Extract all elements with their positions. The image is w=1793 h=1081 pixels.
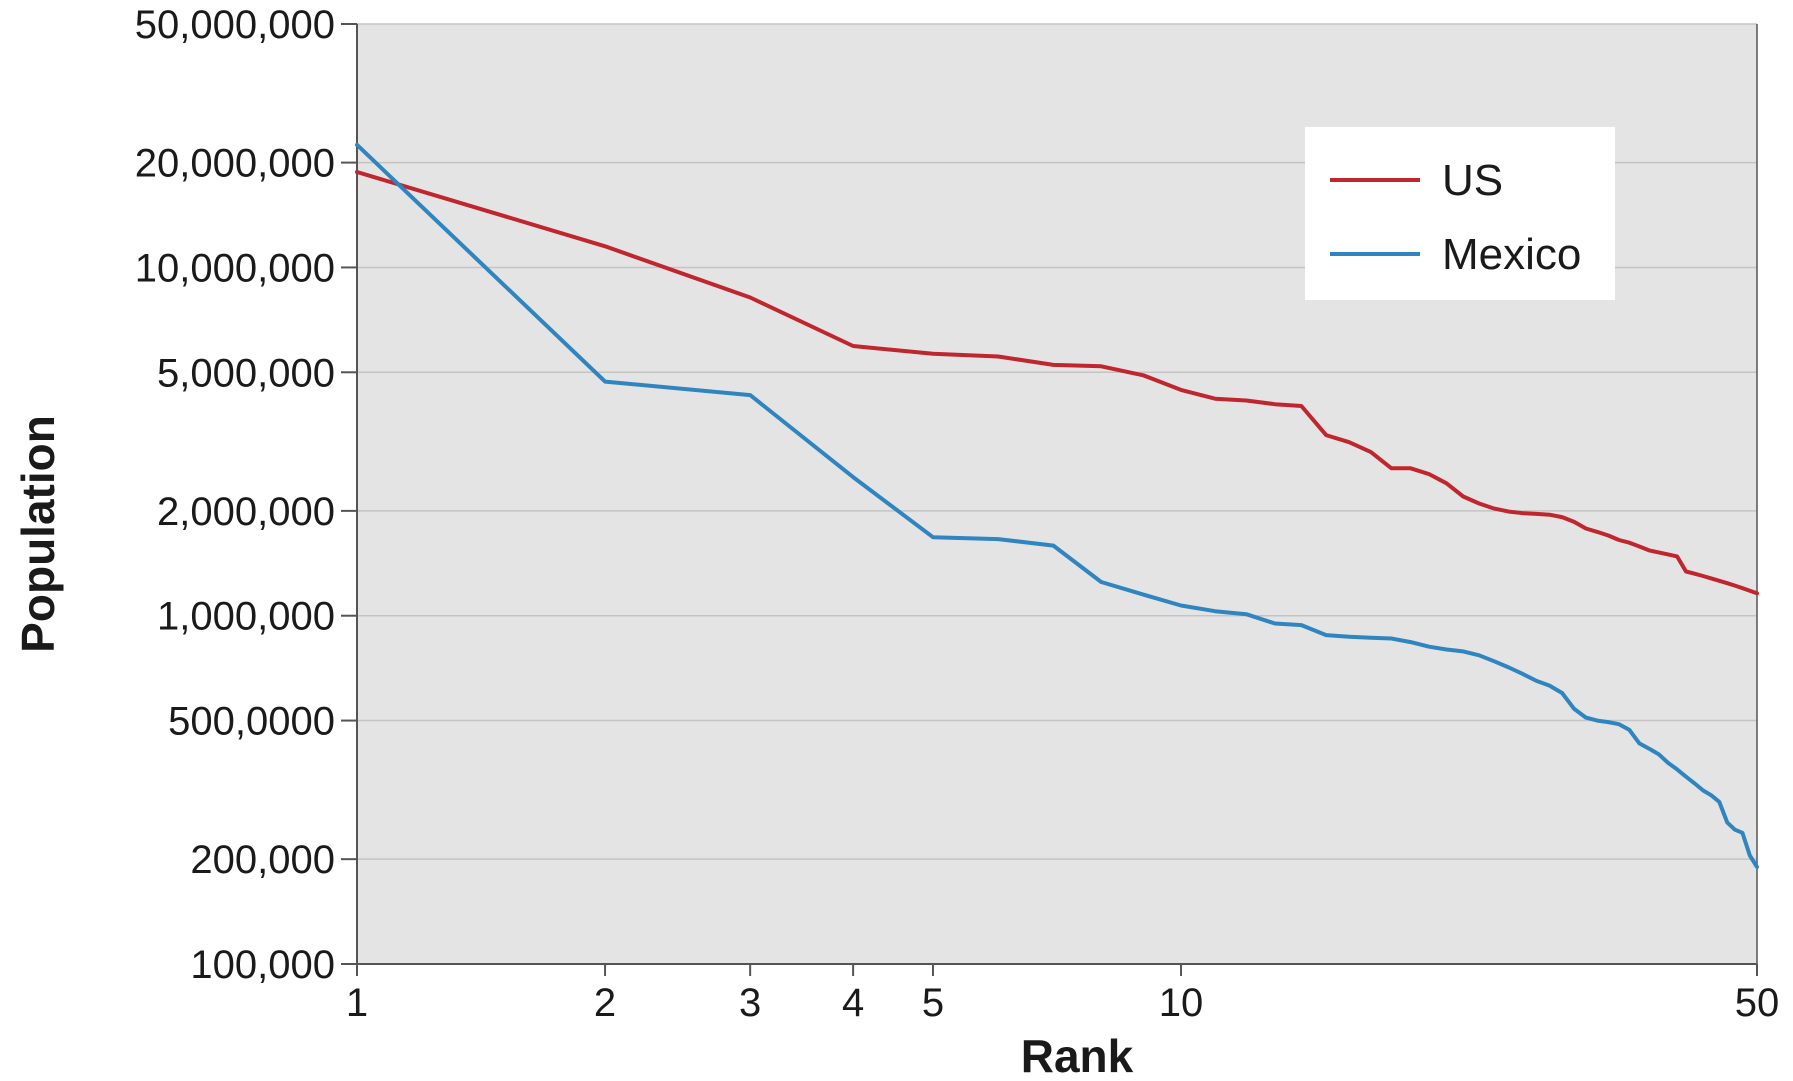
y-tick-label: 2,000,000 xyxy=(157,490,335,534)
y-tick-label: 500,0000 xyxy=(168,700,335,744)
legend-label-mexico: Mexico xyxy=(1442,230,1581,279)
x-tick-label: 10 xyxy=(1159,981,1204,1025)
y-tick-label: 100,000 xyxy=(190,943,335,987)
x-tick-label: 50 xyxy=(1735,981,1780,1025)
series-line-us xyxy=(355,170,1759,596)
axes xyxy=(356,24,1758,965)
x-tick-label: 5 xyxy=(922,981,944,1025)
y-tick-label: 50,000,000 xyxy=(135,3,335,47)
x-tick-label: 2 xyxy=(594,981,616,1025)
series-lines xyxy=(355,142,1759,869)
x-tick-label: 1 xyxy=(346,981,368,1025)
y-tick-label: 1,000,000 xyxy=(157,595,335,639)
y-tick-label: 10,000,000 xyxy=(135,246,335,290)
x-tick-label: 4 xyxy=(842,981,864,1025)
x-tick-label: 3 xyxy=(739,981,761,1025)
x-axis-title: Rank xyxy=(1021,1030,1134,1081)
y-axis-title: Population xyxy=(12,415,64,653)
x-axis-ticks: 1 2 3 4 5 10 50 xyxy=(346,964,1779,1025)
y-tick-label: 200,000 xyxy=(190,838,335,882)
legend: US Mexico xyxy=(1305,127,1615,300)
y-tick-label: 20,000,000 xyxy=(135,142,335,186)
y-axis-ticks: 100,000 200,000 500,0000 1,000,000 2,000,000… xyxy=(135,3,357,987)
series-line-mexico xyxy=(355,142,1759,869)
legend-box xyxy=(1305,127,1615,300)
y-tick-label: 5,000,000 xyxy=(157,351,335,395)
legend-label-us: US xyxy=(1442,156,1503,205)
